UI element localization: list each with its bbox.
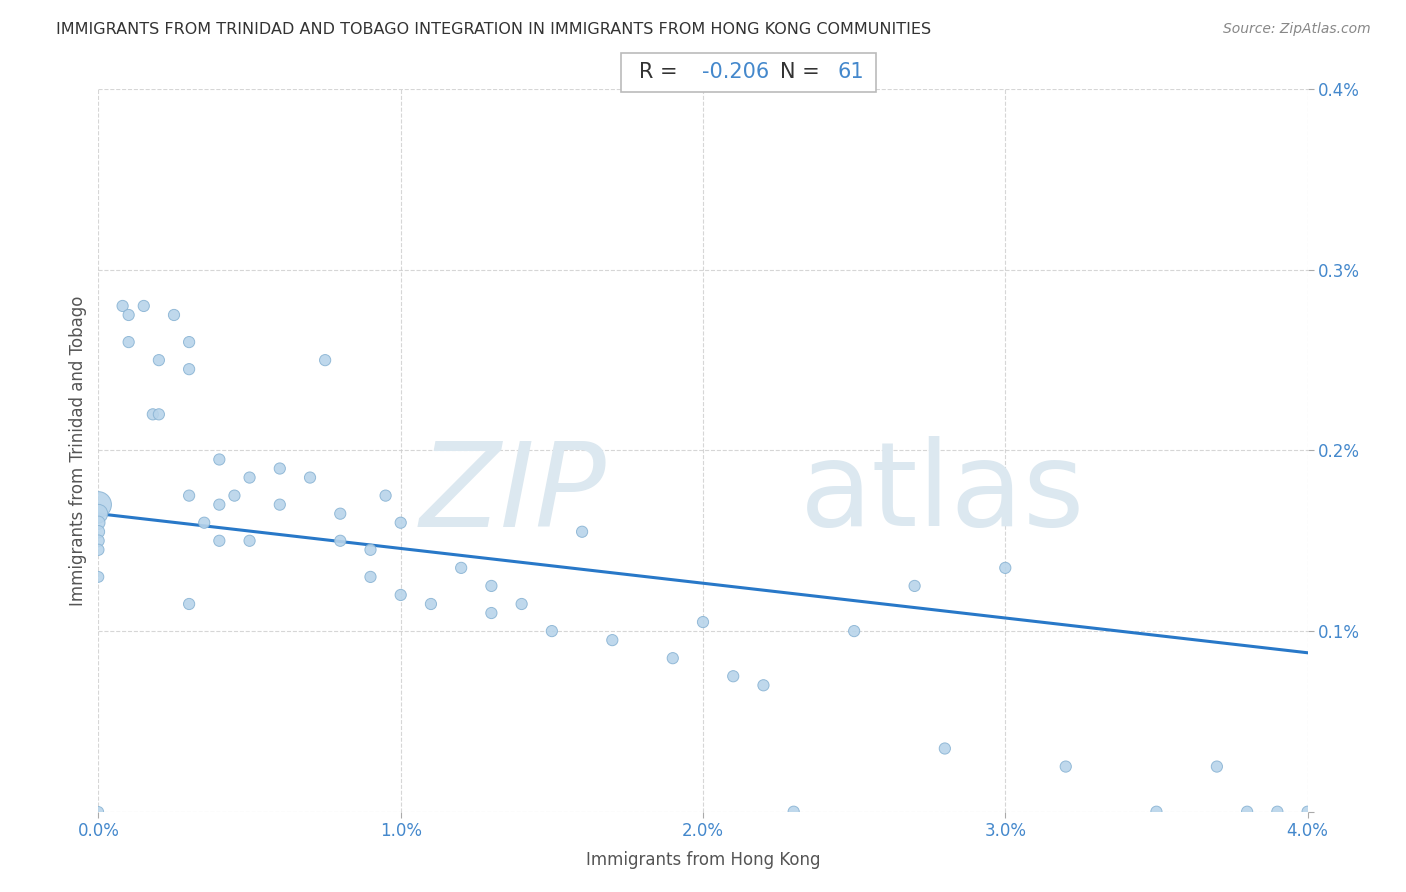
Point <box>723 669 745 683</box>
Point <box>994 561 1017 575</box>
Text: atlas: atlas <box>800 436 1085 551</box>
Point <box>752 678 775 692</box>
Point <box>208 452 231 467</box>
Point <box>148 407 170 421</box>
Point <box>844 624 866 639</box>
Point <box>481 606 503 620</box>
Point <box>1267 805 1289 819</box>
Text: R =: R = <box>640 62 685 82</box>
Point <box>179 489 201 503</box>
Point <box>87 533 110 548</box>
Point <box>269 461 291 475</box>
Point <box>602 633 624 648</box>
Point <box>571 524 593 539</box>
Point <box>87 507 110 521</box>
Point <box>118 308 141 322</box>
Text: IMMIGRANTS FROM TRINIDAD AND TOBAGO INTEGRATION IN IMMIGRANTS FROM HONG KONG COM: IMMIGRANTS FROM TRINIDAD AND TOBAGO INTE… <box>56 22 931 37</box>
Point <box>87 516 110 530</box>
Point <box>224 489 246 503</box>
Text: -0.206: -0.206 <box>702 62 769 82</box>
Point <box>87 524 110 539</box>
Text: N =: N = <box>780 62 827 82</box>
Point <box>450 561 472 575</box>
Point <box>481 579 503 593</box>
Point <box>142 407 165 421</box>
Point <box>389 588 412 602</box>
Point <box>87 570 110 584</box>
Point <box>314 353 336 368</box>
Point <box>540 624 562 639</box>
Point <box>148 353 170 368</box>
Point <box>118 334 141 349</box>
Text: 61: 61 <box>837 62 863 82</box>
Point <box>904 579 927 593</box>
Point <box>179 362 201 376</box>
Point <box>1206 759 1229 773</box>
X-axis label: Immigrants from Hong Kong: Immigrants from Hong Kong <box>586 851 820 869</box>
Point <box>193 516 215 530</box>
Point <box>239 470 262 484</box>
Point <box>329 507 352 521</box>
Point <box>1296 805 1319 819</box>
Y-axis label: Immigrants from Trinidad and Tobago: Immigrants from Trinidad and Tobago <box>69 295 87 606</box>
Point <box>269 498 291 512</box>
Point <box>299 470 322 484</box>
Point <box>374 489 396 503</box>
Point <box>87 542 110 557</box>
Point <box>692 615 714 629</box>
FancyBboxPatch shape <box>621 53 876 92</box>
Point <box>360 542 382 557</box>
Point <box>87 498 110 512</box>
Point <box>329 533 352 548</box>
Text: Source: ZipAtlas.com: Source: ZipAtlas.com <box>1223 22 1371 37</box>
Point <box>87 805 110 819</box>
Point <box>420 597 443 611</box>
Point <box>360 570 382 584</box>
Point <box>783 805 806 819</box>
Point <box>208 533 231 548</box>
Text: ZIP: ZIP <box>419 437 606 551</box>
Point <box>132 299 155 313</box>
Point <box>239 533 262 548</box>
Point <box>1236 805 1258 819</box>
Point <box>510 597 533 611</box>
Point <box>1146 805 1168 819</box>
Point <box>208 498 231 512</box>
Point <box>661 651 683 665</box>
Point <box>934 741 956 756</box>
Point <box>179 597 201 611</box>
Point <box>1054 759 1077 773</box>
Point <box>111 299 134 313</box>
Point <box>163 308 186 322</box>
Point <box>389 516 412 530</box>
Point <box>179 334 201 349</box>
